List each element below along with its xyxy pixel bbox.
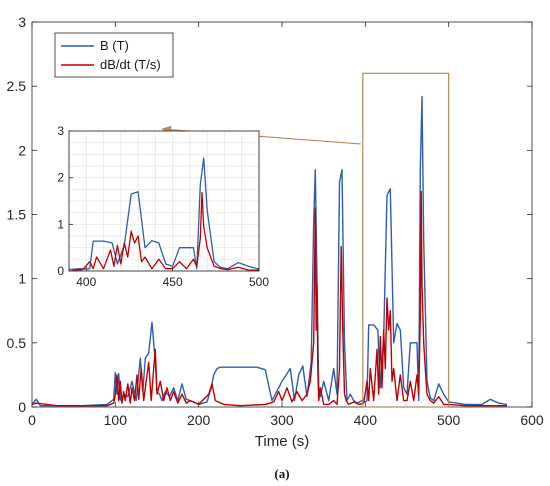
x-tick-label: 0 — [28, 412, 36, 428]
legend-label-b: B (T) — [100, 38, 129, 53]
series-line-dbdt — [31, 190, 507, 407]
y-tick-label: 2 — [18, 142, 26, 158]
x-tick-label: 200 — [187, 412, 211, 428]
inset-chart: 400 450 500 0 1 2 3 — [57, 124, 269, 289]
zoom-box — [362, 72, 450, 408]
legend-label-dbdt: dB/dt (T/s) — [100, 57, 161, 72]
inset-x-tick-label: 500 — [249, 275, 269, 289]
legend-box — [54, 32, 174, 78]
inset-series-lines — [68, 157, 260, 271]
x-tick-label: 600 — [520, 412, 544, 428]
y-tick-label: 1 — [18, 271, 26, 287]
y-tick-label: 0.5 — [7, 335, 27, 351]
x-tick-label: 500 — [437, 412, 461, 428]
inset-x-tick-label: 400 — [76, 275, 96, 289]
main-axis-ticks: 0 100 200 300 400 500 600 0 0.5 1 1.5 2 2.5 3 — [7, 14, 544, 428]
y-tick-label: 1.5 — [7, 207, 27, 223]
inset-y-tick-label: 1 — [57, 217, 64, 231]
inset-x-tick-label: 450 — [163, 275, 183, 289]
y-tick-label: 3 — [18, 14, 26, 30]
inset-axis-ticks: 400 450 500 0 1 2 3 — [57, 124, 269, 289]
inset-series-line-dbdt — [72, 191, 259, 271]
inset-y-tick-label: 2 — [57, 171, 64, 185]
main-series-lines — [31, 95, 508, 407]
legend: B (T) dB/dt (T/s) — [54, 32, 174, 78]
x-tick-label: 100 — [104, 412, 128, 428]
y-tick-label: 0 — [18, 399, 26, 415]
y-tick-label: 2.5 — [7, 78, 27, 94]
inset-border — [68, 130, 260, 272]
figure-caption: (a) — [274, 466, 289, 481]
series-line-b — [31, 95, 508, 407]
inset-y-tick-label: 0 — [57, 264, 64, 278]
inset-y-tick-label: 3 — [57, 124, 64, 138]
x-tick-label: 400 — [354, 412, 378, 428]
inset-series-line-b — [68, 157, 260, 271]
x-tick-label: 300 — [270, 412, 294, 428]
x-axis-label: Time (s) — [255, 433, 309, 450]
